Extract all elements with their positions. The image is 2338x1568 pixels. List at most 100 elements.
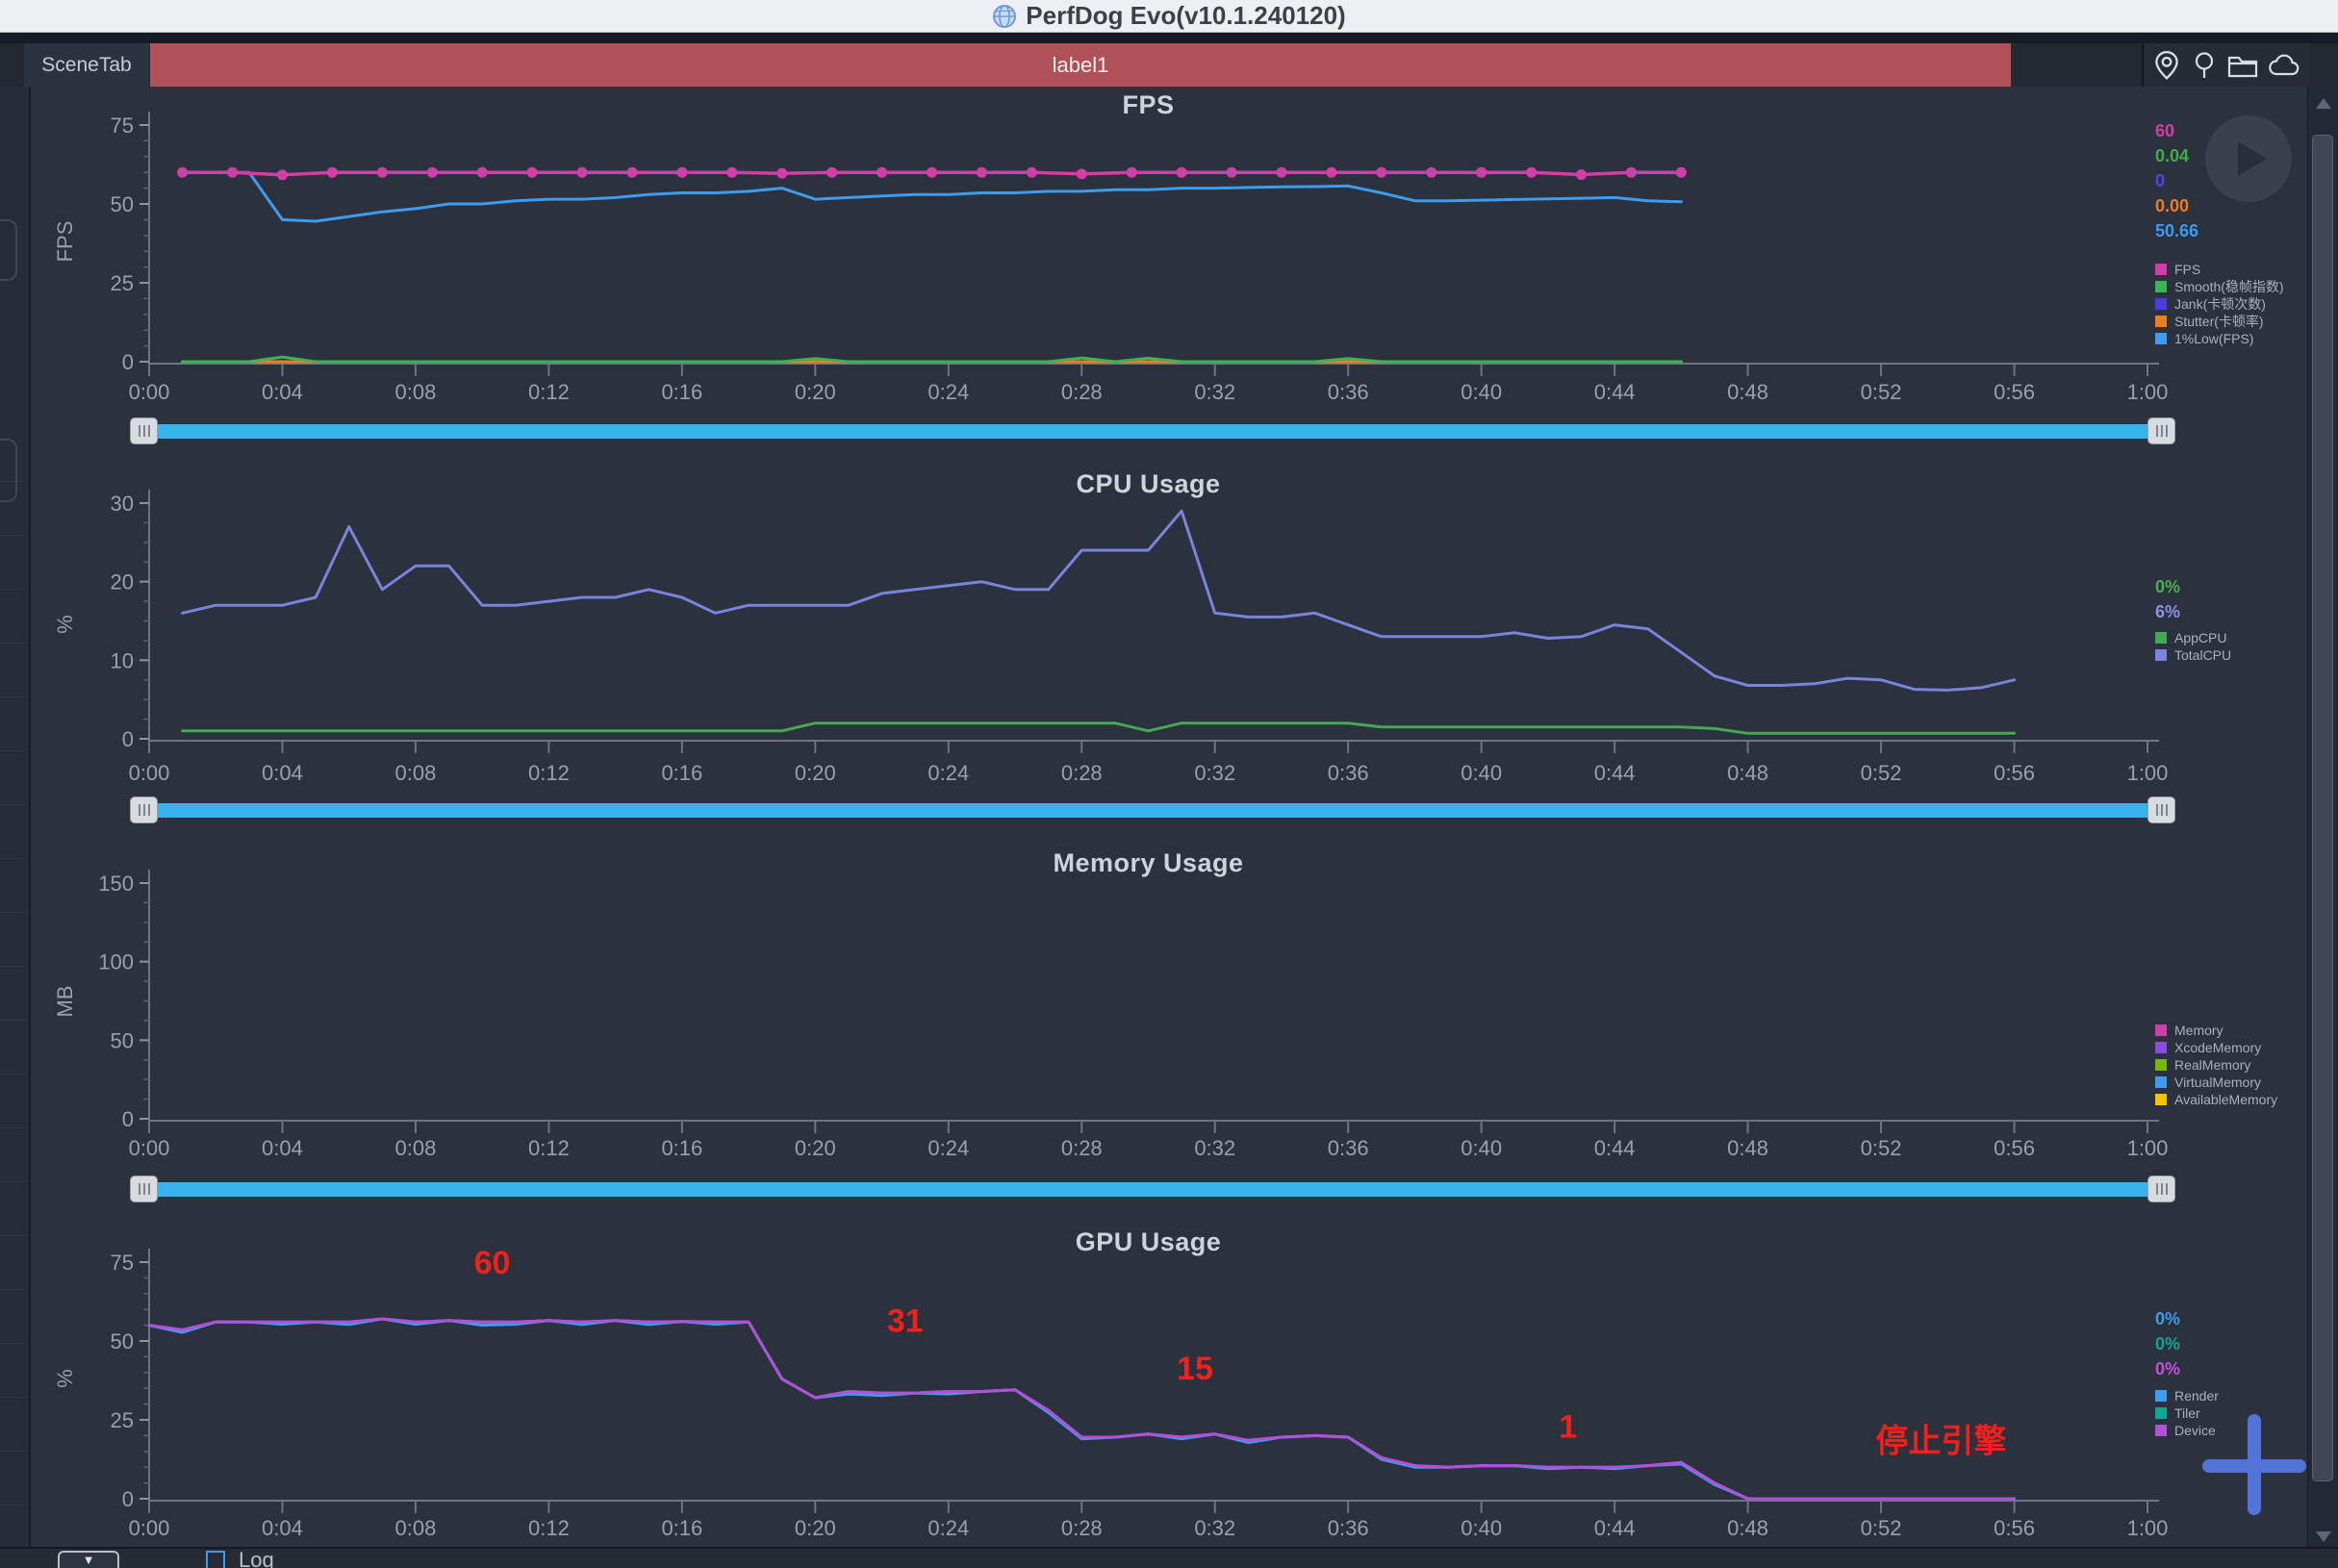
x-tick-label: 0:56 xyxy=(1994,1516,2035,1540)
slider-handle-left[interactable] xyxy=(130,417,158,444)
location-pin-icon[interactable] xyxy=(2151,49,2182,82)
log-checkbox[interactable] xyxy=(206,1551,225,1568)
y-tick-label: 50 xyxy=(111,192,134,216)
left-panel-row-divider xyxy=(0,1397,27,1398)
legend-item[interactable]: Smooth(稳帧指数) xyxy=(2155,278,2307,295)
slider-handle-left[interactable] xyxy=(130,797,158,823)
chart-annotation: 1 xyxy=(1559,1409,1577,1446)
legend-label: Stutter(卡顿率) xyxy=(2174,314,2264,329)
legend-item[interactable]: Memory xyxy=(2155,1022,2307,1039)
x-tick-label: 0:12 xyxy=(528,380,570,404)
x-tick-label: 0:36 xyxy=(1328,761,1369,785)
x-tick-label: 0:52 xyxy=(1861,1136,1902,1160)
y-tick-label: 20 xyxy=(111,570,134,594)
folder-icon[interactable] xyxy=(2226,50,2259,81)
x-tick-label: 0:40 xyxy=(1461,1136,1502,1160)
tab-scenetab[interactable]: SceneTab xyxy=(24,43,149,88)
vertical-scrollbar[interactable] xyxy=(2307,87,2338,1547)
legend-label: Device xyxy=(2174,1423,2216,1438)
x-tick-label: 0:24 xyxy=(928,380,969,404)
series-marker xyxy=(1026,166,1037,178)
legend-item[interactable]: Render xyxy=(2155,1387,2307,1404)
series-marker xyxy=(376,166,388,178)
play-button[interactable] xyxy=(2205,115,2292,202)
legend-label: AppCPU xyxy=(2174,630,2227,645)
slider-track[interactable] xyxy=(143,424,2162,439)
legend-item[interactable]: Tiler xyxy=(2155,1404,2307,1422)
scrollbar-thumb[interactable] xyxy=(2312,135,2333,1481)
memory-legend: Memory XcodeMemory RealMemory VirtualMemory… xyxy=(2155,1022,2307,1108)
series-marker xyxy=(227,166,239,178)
series-marker xyxy=(1326,166,1337,178)
series-marker xyxy=(1625,166,1637,178)
y-tick-label: 0 xyxy=(122,727,134,751)
memory-range-slider[interactable] xyxy=(130,1176,2175,1202)
cpu-chart-plot[interactable]: 0 10 20 30 0:00 0:04 0:08 0:12 0:16 0:20 0:24 0:28 0… xyxy=(29,476,2307,808)
chart-annotation: 15 xyxy=(1177,1351,1213,1387)
legend-item[interactable]: Device xyxy=(2155,1422,2307,1439)
fps-range-slider[interactable] xyxy=(130,417,2175,444)
chart-annotation: 31 xyxy=(887,1303,924,1340)
x-tick-label: 0:04 xyxy=(262,1516,303,1540)
x-tick-label: 0:00 xyxy=(129,1136,170,1160)
memory-chart-plot[interactable]: 0 50 100 150 0:00 0:04 0:08 0:12 0:16 0:20 0:24 0:2… xyxy=(29,851,2307,1183)
legend-item[interactable]: FPS xyxy=(2155,261,2307,278)
x-tick-label: 0:08 xyxy=(395,380,437,404)
cloud-icon[interactable] xyxy=(2267,51,2301,80)
gpu-chart-plot[interactable]: 0 25 50 75 0:00 0:04 0:08 0:12 0:16 0:20 0:24 0:28 0… xyxy=(29,1231,2307,1563)
slider-handle-right[interactable] xyxy=(2147,417,2175,444)
x-tick-label: 0:48 xyxy=(1727,380,1768,404)
x-tick-label: 0:32 xyxy=(1194,1136,1235,1160)
x-tick-label: 0:20 xyxy=(795,380,836,404)
x-tick-label: 0:08 xyxy=(395,761,437,785)
legend-item[interactable]: TotalCPU xyxy=(2155,646,2307,664)
left-panel-row-divider xyxy=(0,858,27,859)
legend-item[interactable]: AvailableMemory xyxy=(2155,1091,2307,1108)
scroll-down-arrow-icon[interactable] xyxy=(2316,1531,2331,1542)
y-tick-label: 0 xyxy=(122,1107,134,1131)
x-tick-label: 0:28 xyxy=(1061,761,1103,785)
legend-swatch xyxy=(2155,1094,2167,1105)
series-marker xyxy=(1226,166,1237,178)
legend-label: Smooth(稳帧指数) xyxy=(2174,279,2284,294)
series-marker xyxy=(1376,166,1387,178)
cpu-range-slider[interactable] xyxy=(130,797,2175,823)
legend-item[interactable]: AppCPU xyxy=(2155,629,2307,646)
pin-icon[interactable] xyxy=(2190,49,2219,82)
chevron-down-icon: ▼ xyxy=(82,1553,95,1567)
slider-track[interactable] xyxy=(143,1182,2162,1197)
series-line-Tiler xyxy=(147,1317,2016,1501)
series-marker xyxy=(826,166,838,178)
legend-label: Tiler xyxy=(2174,1405,2200,1421)
dropdown-button[interactable]: ▼ xyxy=(58,1551,119,1568)
legend-item[interactable]: Jank(卡顿次数) xyxy=(2155,295,2307,313)
x-tick-label: 0:56 xyxy=(1994,761,2035,785)
x-tick-label: 0:48 xyxy=(1727,1516,1768,1540)
x-tick-label: 0:40 xyxy=(1461,1516,1502,1540)
series-marker xyxy=(1426,166,1437,178)
scroll-up-arrow-icon[interactable] xyxy=(2316,98,2331,109)
legend-item[interactable]: XcodeMemory xyxy=(2155,1039,2307,1056)
left-panel-row-divider xyxy=(0,1181,27,1182)
slider-handle-right[interactable] xyxy=(2147,797,2175,823)
slider-handle-left[interactable] xyxy=(130,1176,158,1202)
legend-item[interactable]: VirtualMemory xyxy=(2155,1074,2307,1091)
legend-swatch xyxy=(2155,1425,2167,1436)
series-marker xyxy=(877,166,888,178)
left-panel-button-fragment[interactable] xyxy=(0,439,17,502)
left-panel-row-divider xyxy=(0,1235,27,1236)
session-label-bar[interactable]: label1 xyxy=(150,43,2011,88)
slider-track[interactable] xyxy=(143,803,2162,818)
legend-item[interactable]: 1%Low(FPS) xyxy=(2155,330,2307,347)
left-panel-button-fragment[interactable] xyxy=(0,219,17,281)
chart-title-memory: Memory Usage xyxy=(1053,848,1244,877)
legend-item[interactable]: RealMemory xyxy=(2155,1056,2307,1074)
legend-swatch xyxy=(2155,316,2167,327)
legend-item[interactable]: Stutter(卡顿率) xyxy=(2155,313,2307,330)
current-value: 6% xyxy=(2155,602,2181,621)
slider-handle-right[interactable] xyxy=(2147,1176,2175,1202)
x-tick-label: 0:12 xyxy=(528,1136,570,1160)
fps-chart-plot[interactable]: 0 25 50 75 0:00 0:04 0:08 0:12 0:16 0:20 0:24 0:28 0… xyxy=(29,91,2307,423)
chart-annotation: 停止引擎 xyxy=(1875,1423,2006,1459)
left-panel-row-divider xyxy=(0,750,27,751)
